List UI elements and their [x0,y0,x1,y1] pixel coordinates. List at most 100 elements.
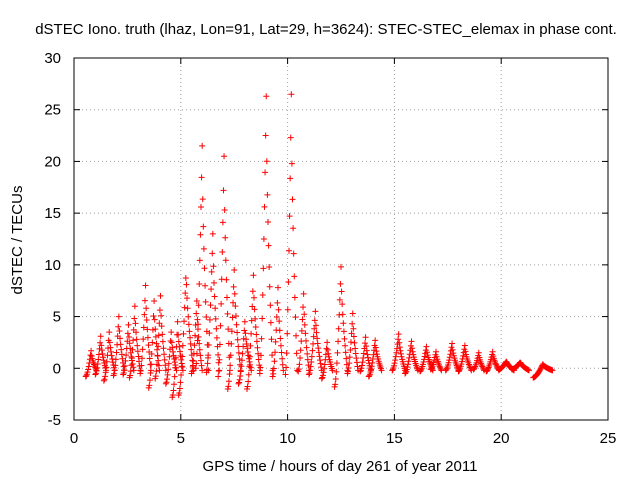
data-point [231,284,237,290]
data-point [202,283,208,289]
data-point [101,376,107,382]
data-point [372,337,378,343]
data-point [253,324,259,330]
data-point [296,361,302,367]
data-point [290,196,296,202]
data-point [186,321,192,327]
y-tick-label: 25 [44,102,61,119]
data-point [238,363,244,369]
data-point [182,305,188,311]
data-point [236,379,242,385]
data-point [194,317,200,323]
data-point [177,386,183,392]
data-point [284,331,290,337]
data-point [255,351,261,357]
data-point [185,305,191,311]
data-point [85,366,91,372]
data-point [181,318,187,324]
data-point [125,330,131,336]
data-point [263,132,269,138]
data-point [201,265,207,271]
data-point [274,300,280,306]
data-point [255,345,261,351]
data-point [160,345,166,351]
data-point [339,288,345,294]
data-point [149,340,155,346]
data-point [212,305,218,311]
data-point [261,236,267,242]
data-point [297,355,303,361]
data-point [291,273,297,279]
data-point [199,363,205,369]
data-point [279,349,285,355]
data-point [250,288,256,294]
y-tick-label: 15 [44,205,61,222]
satellite-arc [509,359,532,373]
data-point [262,169,268,175]
data-point [163,379,169,385]
x-tick-label: 5 [177,430,185,447]
data-point [237,377,243,383]
data-point [260,292,266,298]
data-point [264,192,270,198]
data-point [178,357,184,363]
data-point [447,354,453,360]
data-point [216,360,222,366]
data-point [203,314,209,320]
data-point [205,360,211,366]
data-point [235,337,241,343]
data-point [158,313,164,319]
data-point [183,275,189,281]
data-point [121,370,127,376]
data-point [299,317,305,323]
data-point [349,321,355,327]
data-point [341,336,347,342]
data-point [222,235,228,241]
data-point [153,368,159,374]
data-point [316,349,322,355]
data-point [306,371,312,377]
data-point [368,366,374,372]
data-point [118,341,124,347]
data-point [215,374,221,380]
data-point [251,295,257,301]
data-point [245,353,251,359]
data-point [316,353,322,359]
data-point [134,336,140,342]
data-point [153,334,159,340]
satellite-arc [282,91,300,377]
data-point [145,335,151,341]
data-point [232,291,238,297]
data-point [242,319,248,325]
data-point [250,272,256,278]
data-point [277,335,283,341]
data-point [406,358,412,364]
data-point [309,348,315,354]
data-point [324,339,330,345]
y-tick-label: 0 [53,360,61,377]
data-point [350,310,356,316]
data-point [267,302,273,308]
data-point [155,353,161,359]
data-point [207,317,213,323]
data-point [392,357,398,363]
data-point [318,361,324,367]
data-point [206,342,212,348]
data-point [88,348,94,354]
data-point [352,340,358,346]
data-point [363,334,369,340]
data-point [292,314,298,320]
data-point [190,364,196,370]
data-point [324,346,330,352]
data-point [175,319,181,325]
data-point [285,307,291,313]
data-point [270,371,276,377]
x-tick-label: 25 [600,430,617,447]
data-point [146,342,152,348]
data-point [272,349,278,355]
data-point [490,349,496,355]
data-point [220,187,226,193]
data-point [237,373,243,379]
data-point [143,305,149,311]
data-point [223,277,229,283]
